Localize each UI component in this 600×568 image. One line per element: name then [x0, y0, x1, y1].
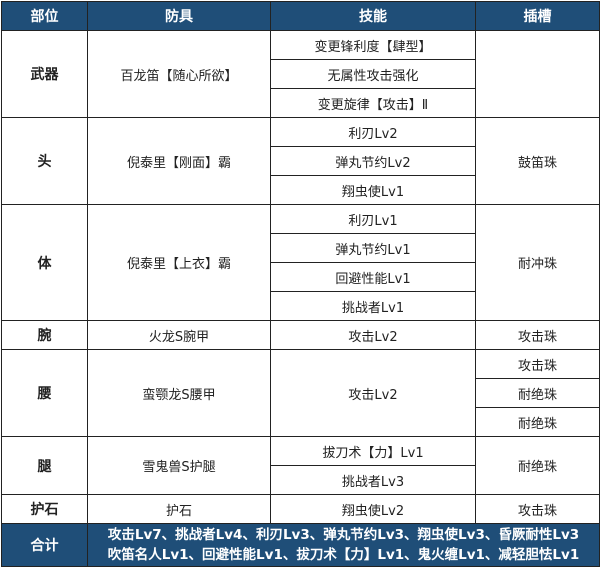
slot-cell: 耐绝珠 — [475, 378, 600, 408]
skill-cell: 挑战者Lv3 — [270, 465, 476, 495]
total-label: 合计 — [1, 523, 88, 567]
table-row: 腕火龙S腕甲 攻击Lv2 攻击珠 — [1, 320, 600, 350]
armor-cell: 百龙笛【随心所欲】 — [87, 30, 271, 118]
table-row: 武器 百龙笛【随心所欲】 变更锋利度【肆型】 — [1, 30, 600, 118]
skill-cell: 弹丸节约Lv1 — [270, 233, 476, 263]
slot-cell: 攻击珠 — [475, 320, 600, 350]
skill-cell: 翔虫使Lv2 — [270, 494, 476, 524]
part-cell: 头 — [1, 117, 88, 205]
skill-cell: 回避性能Lv1 — [270, 262, 476, 292]
table-row: 腰蛮颚龙S腰甲 攻击Lv2 攻击珠 — [1, 349, 600, 437]
part-cell: 护石 — [1, 494, 88, 524]
table-row: 挑战者Lv1 — [2, 291, 600, 321]
table-row: 变更旋律【攻击】Ⅱ — [2, 88, 600, 118]
header-armor: 防具 — [87, 1, 271, 31]
slot-cell: 耐绝珠 — [475, 407, 600, 437]
skill-cell: 弹丸节约Lv2 — [270, 146, 476, 176]
armor-cell: 倪泰里【刚面】霸 — [87, 117, 271, 205]
slot-cell: 鼓笛珠 — [475, 117, 600, 205]
skill-cell: 利刃Lv1 — [270, 204, 476, 234]
total-line: 攻击Lv7、挑战者Lv4、利刃Lv3、弹丸节约Lv3、翔虫使Lv3、昏厥耐性Lv… — [107, 527, 580, 543]
part-cell: 武器 — [1, 30, 88, 118]
skill-cell: 变更旋律【攻击】Ⅱ — [270, 88, 476, 118]
table-row: 耐绝珠 — [2, 407, 600, 437]
skill-cell: 变更锋利度【肆型】 — [270, 30, 476, 60]
total-row: 合计 攻击Lv7、挑战者Lv4、利刃Lv3、弹丸节约Lv3、翔虫使Lv3、昏厥耐… — [1, 523, 600, 567]
slot-cell: 耐绝珠 — [475, 436, 600, 495]
header-slots: 插槽 — [475, 1, 600, 31]
skill-cell: 无属性攻击强化 — [270, 59, 476, 89]
table-row: 回避性能Lv1 — [2, 262, 600, 292]
armor-cell: 护石 — [87, 494, 271, 524]
armor-cell: 雪鬼兽S护腿 — [87, 436, 271, 495]
table-row: 翔虫使Lv1 — [2, 175, 600, 205]
table-row: 耐绝珠 — [2, 378, 600, 408]
skill-cell: 拔刀术【力】Lv1 — [270, 436, 476, 466]
slot-cell: 攻击珠 — [475, 494, 600, 524]
header-part: 部位 — [1, 1, 88, 31]
table-row: 护石 护石 翔虫使Lv2 攻击珠 — [1, 494, 600, 524]
part-cell: 体 — [1, 204, 88, 321]
slot-cell: 攻击珠 — [475, 349, 600, 379]
skill-cell: 攻击Lv2 — [270, 349, 476, 437]
part-cell: 腿 — [1, 436, 88, 495]
armor-cell: 火龙S腕甲 — [87, 320, 271, 350]
total-skills: 攻击Lv7、挑战者Lv4、利刃Lv3、弹丸节约Lv3、翔虫使Lv3、昏厥耐性Lv… — [87, 523, 600, 567]
armor-cell: 倪泰里【上衣】霸 — [87, 204, 271, 321]
table-row: 无属性攻击强化 — [2, 59, 600, 89]
slot-cell — [475, 30, 600, 118]
header-skills: 技能 — [270, 1, 476, 31]
table-row: 头倪泰里【刚面】霸 利刃Lv2 鼓笛珠 — [1, 117, 600, 205]
slot-cell: 耐冲珠 — [475, 204, 600, 321]
table-row: 腿雪鬼兽S护腿 拔刀术【力】Lv1 耐绝珠 — [1, 436, 600, 495]
header-row: 部位 防具 技能 插槽 — [1, 1, 600, 31]
skill-cell: 利刃Lv2 — [270, 117, 476, 147]
table-row: 弹丸节约Lv1 — [2, 233, 600, 263]
skill-cell: 翔虫使Lv1 — [270, 175, 476, 205]
part-cell: 腰 — [1, 349, 88, 437]
table-row: 挑战者Lv3 — [2, 465, 600, 495]
skill-cell: 挑战者Lv1 — [270, 291, 476, 321]
table-row: 体倪泰里【上衣】霸 利刃Lv1 耐冲珠 — [1, 204, 600, 321]
part-cell: 腕 — [1, 320, 88, 350]
armor-cell: 蛮颚龙S腰甲 — [87, 349, 271, 437]
skill-cell: 攻击Lv2 — [270, 320, 476, 350]
total-line: 吹笛名人Lv1、回避性能Lv1、拔刀术【力】Lv1、鬼火缠Lv1、减轻胆怯Lv1 — [107, 547, 580, 563]
